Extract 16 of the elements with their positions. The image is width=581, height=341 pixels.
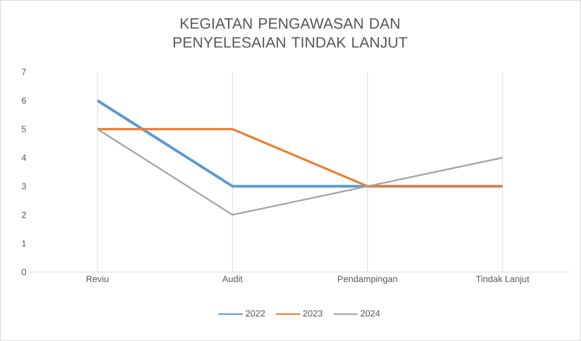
x-tick-label: Audit bbox=[222, 276, 243, 282]
legend-label: 2023 bbox=[303, 310, 322, 317]
chart-title: KEGIATAN PENGAWASAN DAN PENYELESAIAN TINDAK LANJUT bbox=[174, 18, 408, 48]
y-tick-label: 6 bbox=[22, 97, 26, 104]
x-tick-label: Pendampingan bbox=[338, 276, 398, 284]
y-tick-label: 7 bbox=[22, 68, 26, 76]
legend-label: 2024 bbox=[360, 310, 380, 317]
y-tick-label: 1 bbox=[22, 240, 26, 247]
y-tick-label: 4 bbox=[22, 154, 26, 161]
x-tick-label: Reviu bbox=[86, 276, 108, 282]
legend-label: 2022 bbox=[246, 310, 265, 317]
y-tick-label: 0 bbox=[22, 268, 26, 276]
x-tick-label: Tindak Lanjut bbox=[476, 276, 530, 284]
y-tick-label: 2 bbox=[22, 212, 26, 218]
y-tick-label: 3 bbox=[22, 183, 26, 190]
y-tick-label: 5 bbox=[22, 126, 26, 132]
